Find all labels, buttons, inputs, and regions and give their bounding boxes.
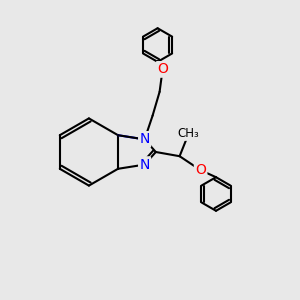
Text: CH₃: CH₃ xyxy=(177,127,199,140)
Text: N: N xyxy=(140,158,150,172)
Text: O: O xyxy=(157,62,168,76)
Text: O: O xyxy=(195,163,206,177)
Text: N: N xyxy=(140,132,150,146)
